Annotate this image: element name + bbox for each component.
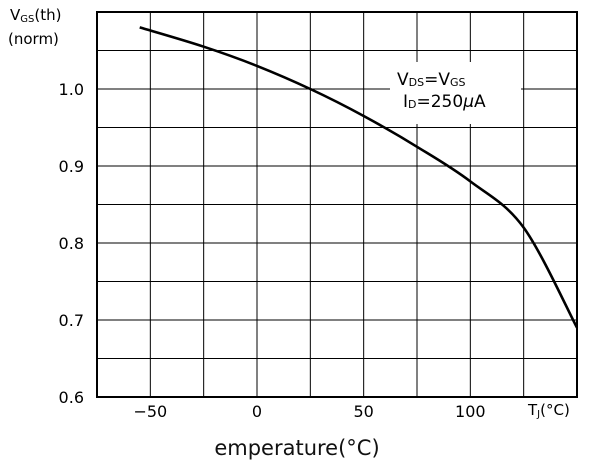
x-axis-label: TJ(°C) — [527, 401, 570, 420]
annotation-ds-subscript: DS — [409, 76, 424, 89]
series-line — [139, 26, 579, 329]
annotation-i: I — [403, 92, 408, 112]
annotation-unit: A — [474, 92, 486, 112]
y-axis-label: VGS(th) — [10, 6, 61, 25]
y-tick-label: 0.9 — [59, 157, 84, 176]
annotation-mu: μ — [462, 92, 474, 112]
x-axis-label-rest: (°C) — [540, 401, 570, 419]
x-tick-label: 50 — [353, 402, 373, 421]
annotation-id-current: ID=250μA — [403, 92, 486, 112]
y-tick-label: 0.7 — [59, 311, 84, 330]
plot-frame — [96, 11, 578, 398]
y-tick-label: 0.6 — [59, 388, 84, 407]
x-tick-label: 0 — [252, 402, 262, 421]
annotation-vds-vgs: VDS=VGS — [397, 70, 465, 90]
y-axis-label-rest: (th) — [34, 6, 61, 24]
annotation-value: =250 — [417, 92, 464, 112]
annotation-gs-subscript: GS — [450, 76, 466, 89]
x-axis-label-t: T — [527, 401, 538, 419]
y-tick-label: 0.8 — [59, 234, 84, 253]
y-tick-label: 1.0 — [59, 80, 84, 99]
annotation-background — [390, 62, 521, 124]
annotation-v: V — [397, 70, 409, 90]
x-axis-caption: emperature(°C) — [214, 436, 380, 460]
y-axis-label-v: V — [10, 6, 21, 24]
x-tick-label: −50 — [133, 402, 167, 421]
x-tick-label: 100 — [455, 402, 486, 421]
y-axis-label-norm: (norm) — [8, 30, 59, 48]
axis-ticks: −50 0 50 100 0.6 0.7 0.8 0.9 1.0 — [59, 80, 486, 421]
annotation-d-subscript: D — [408, 98, 416, 111]
x-axis-label-subscript: J — [536, 409, 540, 420]
annotation-equals-v: =V — [424, 70, 450, 90]
y-axis-label-subscript: GS — [20, 14, 34, 25]
